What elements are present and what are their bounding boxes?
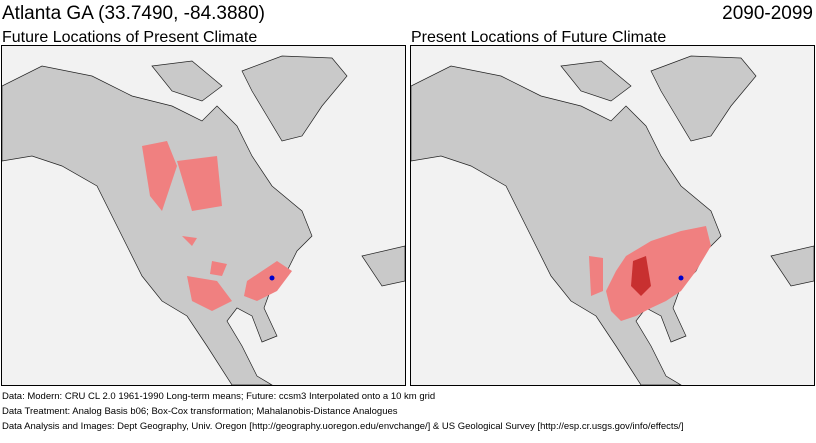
analog-regions: [589, 226, 711, 321]
arctic-islands: [560, 60, 632, 102]
analog-region: [142, 141, 177, 211]
map-present-locations-of-future-climate: [410, 45, 815, 386]
left-panel-title: Future Locations of Present Climate: [2, 29, 258, 46]
arctic-islands: [151, 60, 223, 102]
analog-region: [606, 226, 711, 321]
caribbean: [770, 245, 814, 287]
greenland: [650, 55, 757, 142]
right-panel-title: Present Locations of Future Climate: [411, 29, 667, 46]
analog-region: [589, 256, 603, 296]
strong-analog-region: [631, 256, 651, 296]
analog-region: [187, 276, 232, 311]
land: [2, 55, 405, 385]
analog-region: [177, 156, 222, 211]
analog-regions: [142, 141, 292, 311]
analog-region: [210, 261, 227, 276]
footer-data-source: Data: Modern: CRU CL 2.0 1961-1990 Long-…: [2, 391, 436, 402]
footer-credits: Data Analysis and Images: Dept Geography…: [2, 421, 684, 432]
page-title: Atlanta GA (33.7490, -84.3880): [2, 3, 266, 24]
analog-region: [244, 261, 292, 301]
time-period: 2090-2099: [722, 3, 813, 24]
caribbean: [361, 245, 405, 287]
map-future-locations-of-present-climate: [1, 45, 406, 386]
analog-region: [182, 236, 197, 246]
atlanta-marker: [269, 275, 275, 281]
land: [411, 55, 814, 385]
atlanta-marker: [678, 275, 684, 281]
footer-data-treatment: Data Treatment: Analog Basis b06; Box-Co…: [2, 406, 398, 417]
greenland: [241, 55, 348, 142]
